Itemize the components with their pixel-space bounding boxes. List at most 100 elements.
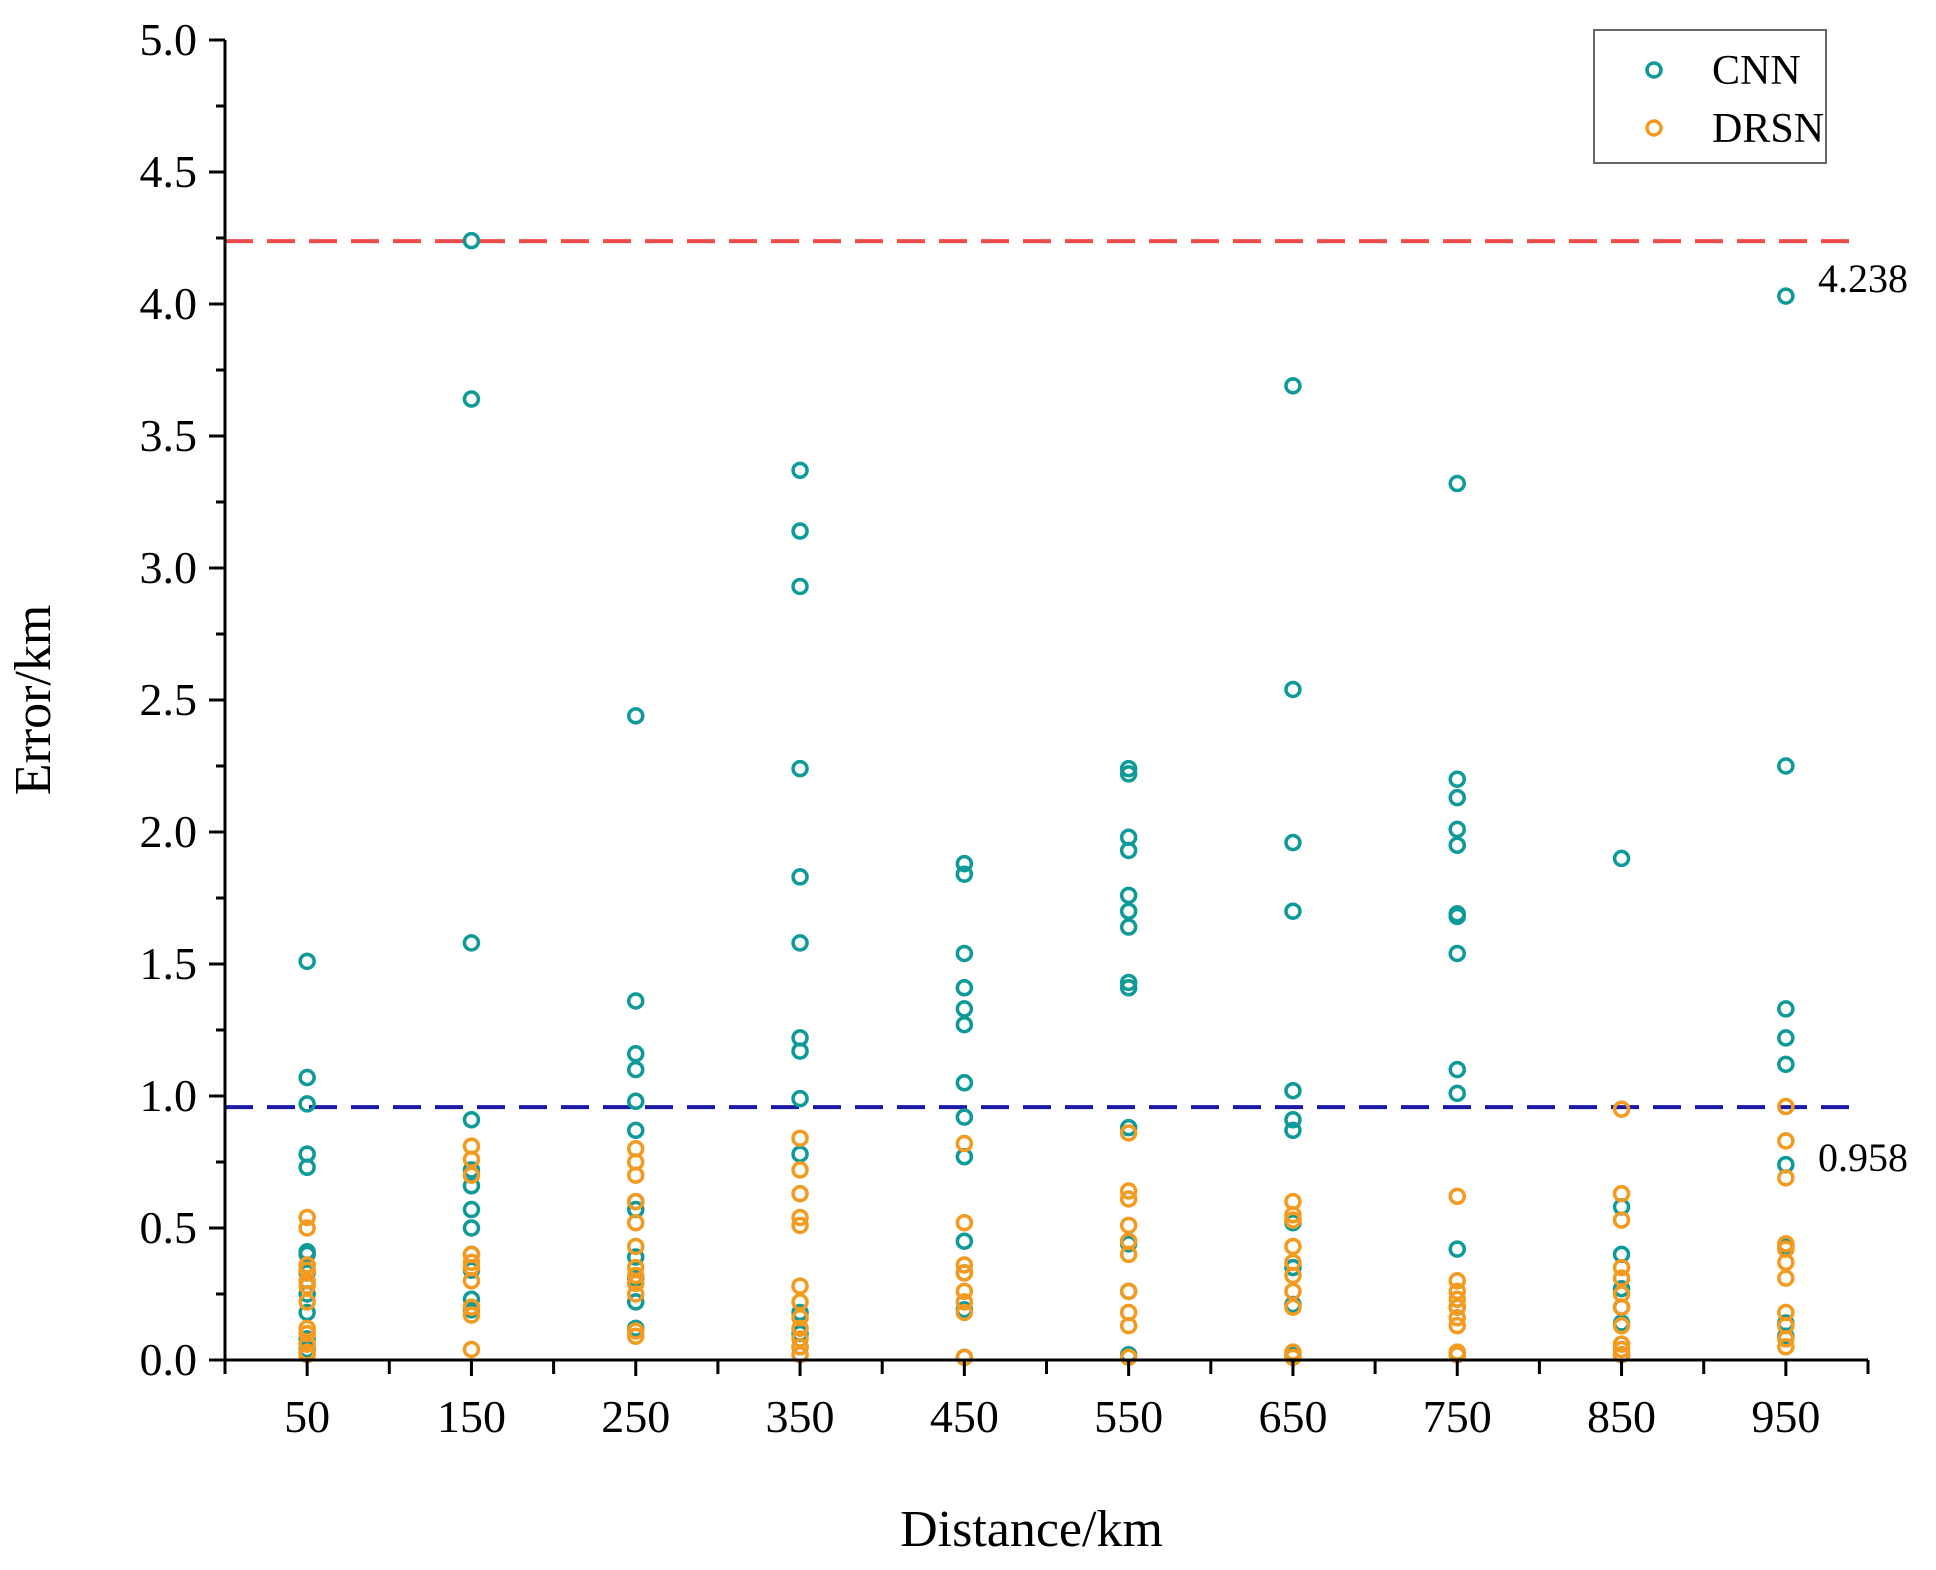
- drsn-point: [627, 1266, 645, 1285]
- drsn-point: [1777, 1235, 1795, 1253]
- drsn-point: [1448, 1282, 1466, 1301]
- cnn-point: [627, 992, 645, 1010]
- cnn-point: [1284, 833, 1302, 852]
- y-tick-label: 4.0: [140, 278, 198, 329]
- cnn-point: [462, 390, 481, 408]
- reference-line-label: 4.238: [1818, 256, 1908, 301]
- drsn-point: [627, 1258, 645, 1277]
- cnn-point: [791, 868, 809, 886]
- cnn-point: [1119, 979, 1138, 997]
- drsn-point: [1612, 1335, 1631, 1353]
- y-tick-label: 5.0: [140, 14, 198, 65]
- drsn-point: [955, 1282, 974, 1301]
- drsn-point: [1284, 1211, 1302, 1229]
- x-tick-label: 450: [930, 1391, 999, 1442]
- cnn-point: [791, 1145, 809, 1163]
- drsn-point: [791, 1216, 809, 1235]
- cnn-point: [1448, 820, 1466, 839]
- reference-lines: [225, 239, 1863, 1110]
- drsn-point: [1777, 1330, 1795, 1348]
- drsn-point: [1284, 1206, 1302, 1224]
- legend-box: [1593, 29, 1827, 164]
- cnn-point: [955, 1232, 974, 1250]
- y-tick-label: 2.0: [140, 806, 198, 857]
- drsn-point: [791, 1309, 809, 1327]
- drsn-point: [298, 1219, 316, 1237]
- cnn-point: [627, 1092, 645, 1111]
- drsn-point: [1612, 1298, 1631, 1316]
- cnn-point: [462, 934, 481, 952]
- y-tick-label: 4.5: [140, 146, 198, 197]
- legend-marker-cnn: [1645, 61, 1663, 79]
- x-axis-ticks: 50 150 250 350 450 550 650 750 850 950: [223, 1360, 1870, 1442]
- drsn-point: [1119, 1216, 1138, 1235]
- x-tick-label: 250: [601, 1391, 670, 1442]
- drsn-point: [627, 1213, 645, 1232]
- cnn-point: [1119, 886, 1138, 905]
- y-axis-title: Error/km: [5, 605, 62, 796]
- cnn-point: [1612, 1279, 1631, 1298]
- cnn-point: [627, 1121, 645, 1140]
- drsn-point: [1777, 1097, 1795, 1116]
- cnn-point: [1284, 680, 1302, 699]
- cnn-point: [1284, 902, 1302, 920]
- drsn-point: [1777, 1269, 1795, 1287]
- drsn-point: [791, 1161, 809, 1179]
- cnn-point: [791, 1042, 809, 1060]
- cnn-point: [298, 1245, 316, 1264]
- drsn-point: [1119, 1316, 1138, 1335]
- drsn-point: [791, 1338, 809, 1356]
- drsn-point: [627, 1166, 645, 1184]
- cnn-point: [1777, 287, 1795, 305]
- cnn-point: [627, 1060, 645, 1079]
- drsn-point: [298, 1208, 316, 1227]
- drsn-point: [1777, 1253, 1795, 1272]
- drsn-point: [1119, 1124, 1138, 1142]
- drsn-point: [955, 1264, 974, 1282]
- cnn-point: [1119, 1118, 1138, 1137]
- cnn-point: [462, 1290, 481, 1309]
- cnn-point: [1777, 1029, 1795, 1047]
- drsn-point: [627, 1327, 645, 1345]
- x-tick-label: 150: [437, 1391, 506, 1442]
- drsn-point: [627, 1237, 645, 1256]
- cnn-point: [791, 1303, 809, 1322]
- x-tick-label: 350: [766, 1391, 835, 1442]
- drsn-point: [298, 1261, 316, 1279]
- drsn-point: [298, 1293, 316, 1311]
- drsn-point: [791, 1208, 809, 1227]
- reference-line-labels: 4.238 0.958: [1818, 256, 1908, 1180]
- cnn-point: [1448, 474, 1466, 493]
- cnn-point: [1119, 759, 1138, 778]
- cnn-point: [1284, 1081, 1302, 1100]
- drsn-point: [1448, 1298, 1466, 1316]
- drsn-point: [627, 1274, 645, 1293]
- cnn-point: [1284, 377, 1302, 395]
- cnn-point: [1119, 918, 1138, 936]
- drsn-point: [1448, 1316, 1466, 1335]
- cnn-point: [462, 1177, 481, 1195]
- drsn-point: [1612, 1258, 1631, 1277]
- drsn-point: [791, 1184, 809, 1203]
- cnn-point: [955, 1000, 974, 1018]
- cnn-point: [1448, 1060, 1466, 1079]
- drsn-point: [955, 1293, 974, 1311]
- drsn-point: [1612, 1269, 1631, 1287]
- drsn-point: [1777, 1169, 1795, 1187]
- cnn-point: [955, 944, 974, 963]
- drsn-point: [298, 1272, 316, 1290]
- cnn-point: [1448, 788, 1466, 807]
- x-tick-label: 850: [1587, 1391, 1656, 1442]
- cnn-point: [955, 1108, 974, 1126]
- drsn-point: [1612, 1316, 1631, 1335]
- x-tick-label: 750: [1423, 1391, 1492, 1442]
- drsn-point: [791, 1319, 809, 1338]
- cnn-point: [298, 1158, 316, 1177]
- y-tick-label: 0.5: [140, 1202, 198, 1253]
- cnn-point: [791, 1089, 809, 1108]
- drsn-point: [627, 1285, 645, 1303]
- drsn-point: [627, 1192, 645, 1211]
- drsn-point: [791, 1293, 809, 1311]
- drsn-point: [462, 1298, 481, 1316]
- drsn-point: [298, 1319, 316, 1338]
